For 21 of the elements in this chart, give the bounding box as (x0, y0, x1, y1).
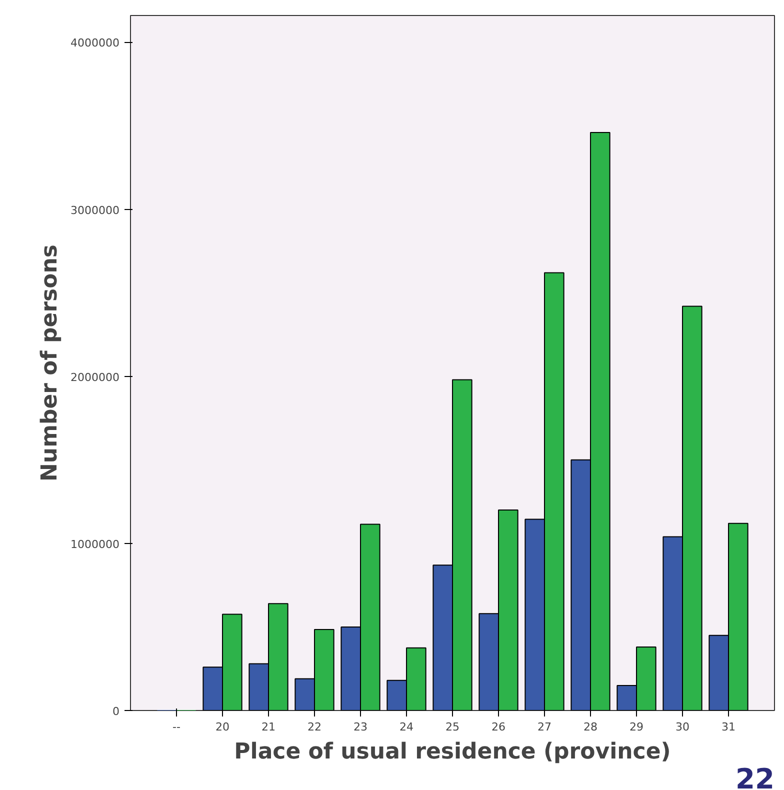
text: 22 (736, 762, 775, 790)
x-tick-label: 27 (538, 720, 552, 734)
x-tick-label: 26 (492, 720, 506, 734)
x-tick-label: 21 (262, 720, 276, 734)
x-axis-title: Place of usual residence (province) (234, 740, 671, 764)
y-tick-label: 2000000 (70, 370, 120, 384)
x-tick-label: 31 (722, 720, 736, 734)
y-tick-label: 4000000 (70, 36, 120, 50)
y-axis-title: Number of persons (38, 244, 63, 482)
x-tick-label: 20 (216, 720, 230, 734)
y-tick-label: 1000000 (70, 538, 120, 551)
y-tick-label: 0 (112, 705, 120, 718)
x-tick-label: 23 (354, 720, 368, 734)
x-tick-label: 28 (584, 720, 598, 734)
x-tick-label: -- (172, 720, 180, 734)
x-tick-label: 24 (400, 720, 414, 734)
x-tick-label: 22 (308, 720, 322, 734)
x-tick-label: 29 (630, 720, 644, 734)
x-tick-label: 30 (676, 720, 690, 734)
y-tick-label: 3000000 (70, 204, 120, 217)
x-tick-label: 25 (446, 720, 460, 734)
